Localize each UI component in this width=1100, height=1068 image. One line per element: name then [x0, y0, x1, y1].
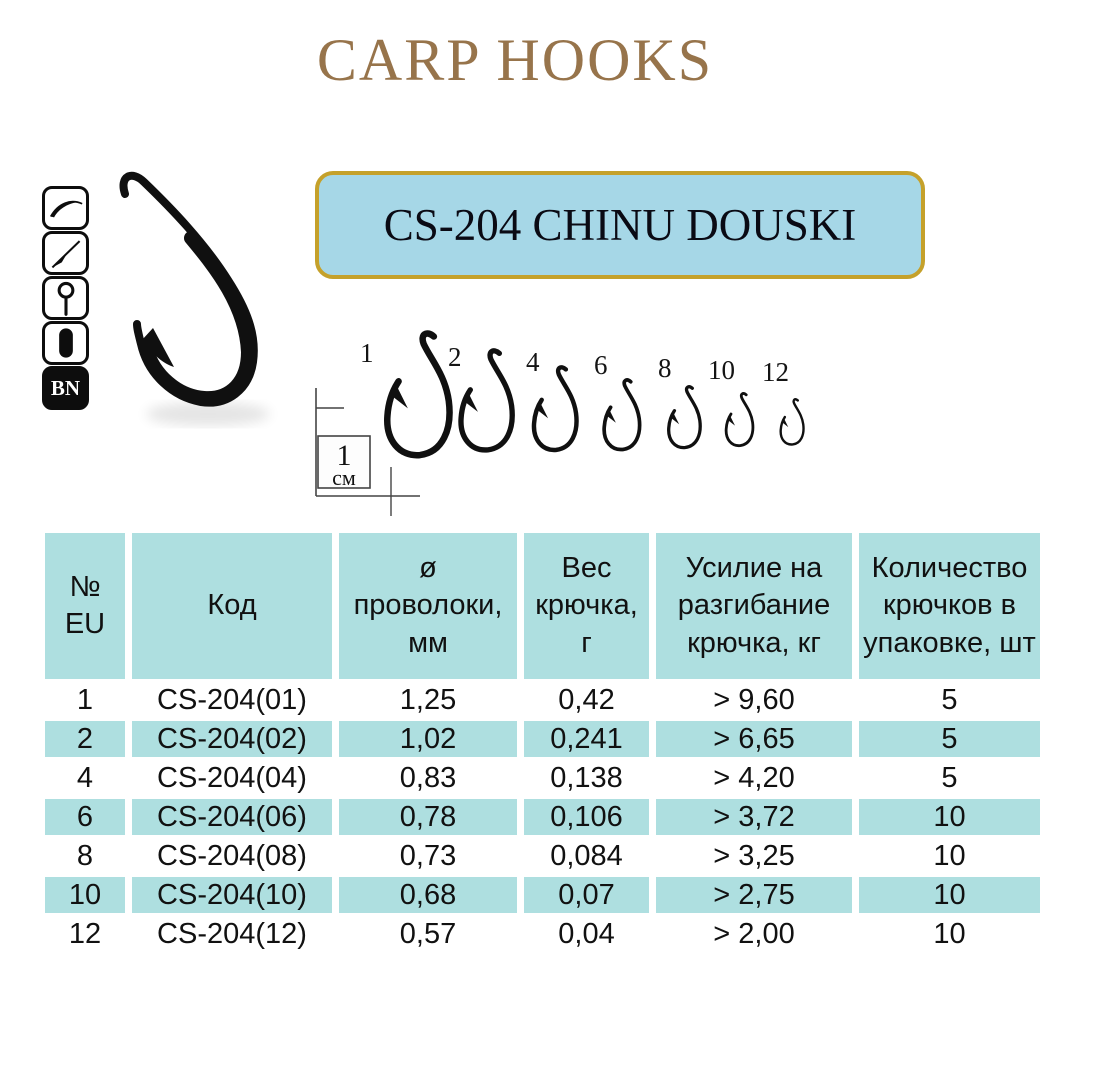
size-label: 10	[708, 355, 735, 385]
size-label: 2	[448, 342, 462, 372]
cell-weight: 0,42	[524, 682, 649, 718]
cell-code: CS-204(01)	[132, 682, 332, 718]
scale-ruler: 1 см	[315, 388, 420, 516]
cell-weight: 0,04	[524, 916, 649, 952]
table-row: 6 CS-204(06) 0,78 0,106 > 3,72 10	[45, 799, 1040, 835]
cell-weight: 0,084	[524, 838, 649, 874]
header-qty-per-pack: Количество крючков в упаковке, шт	[859, 533, 1040, 679]
header-number-eu: № EU	[45, 533, 125, 679]
header-code: Код	[132, 533, 332, 679]
cell-code: CS-204(06)	[132, 799, 332, 835]
cell-weight: 0,138	[524, 760, 649, 796]
cell-qty: 10	[859, 877, 1040, 913]
cell-code: CS-204(12)	[132, 916, 332, 952]
cell-qty: 5	[859, 721, 1040, 757]
size-label: 8	[658, 353, 672, 383]
header-bend-force: Усилие на разгибание крючка, кг	[656, 533, 852, 679]
feature-icon-column: BN	[42, 186, 90, 411]
cell-code: CS-204(08)	[132, 838, 332, 874]
curved-point-icon	[42, 186, 89, 230]
cell-force: > 9,60	[656, 682, 852, 718]
size-label: 6	[594, 350, 608, 380]
hook-illustration	[455, 348, 520, 462]
cell-wire: 1,02	[339, 721, 517, 757]
hook-illustration	[724, 392, 755, 448]
cell-qty: 10	[859, 838, 1040, 874]
product-badge: CS-204 CHINU DOUSKI	[315, 171, 925, 279]
cell-wire: 0,57	[339, 916, 517, 952]
cell-wire: 0,83	[339, 760, 517, 796]
cell-weight: 0,241	[524, 721, 649, 757]
forged-wire-icon	[42, 321, 89, 365]
hook-illustration	[779, 398, 805, 446]
table-row: 8 CS-204(08) 0,73 0,084 > 3,25 10	[45, 838, 1040, 874]
spec-table: № EU Код ø проволоки, мм Вес крючка, г У…	[38, 530, 1047, 955]
black-nickel-icon: BN	[42, 366, 89, 410]
cell-force: > 2,00	[656, 916, 852, 952]
scale-unit: см	[332, 465, 356, 490]
page-title: CARP HOOKS	[316, 27, 714, 93]
size-label: 1	[360, 338, 374, 368]
table-row: 4 CS-204(04) 0,83 0,138 > 4,20 5	[45, 760, 1040, 796]
ringed-eye-icon	[42, 276, 89, 320]
scale-value: 1	[337, 439, 352, 472]
cell-force: > 3,25	[656, 838, 852, 874]
cell-code: CS-204(10)	[132, 877, 332, 913]
size-label: 12	[762, 357, 789, 387]
cell-wire: 0,73	[339, 838, 517, 874]
header-hook-weight: Вес крючка, г	[524, 533, 649, 679]
hook-illustration	[529, 365, 583, 460]
cell-number: 8	[45, 838, 125, 874]
cell-wire: 1,25	[339, 682, 517, 718]
table-row: 2 CS-204(02) 1,02 0,241 > 6,65 5	[45, 721, 1040, 757]
cell-qty: 10	[859, 916, 1040, 952]
header-wire-diameter: ø проволоки, мм	[339, 533, 517, 679]
cell-qty: 10	[859, 799, 1040, 835]
cell-force: > 3,72	[656, 799, 852, 835]
cell-force: > 2,75	[656, 877, 852, 913]
big-hook-image	[119, 171, 270, 426]
cell-weight: 0,07	[524, 877, 649, 913]
cell-force: > 6,65	[656, 721, 852, 757]
straight-point-icon	[42, 231, 89, 275]
cell-wire: 0,68	[339, 877, 517, 913]
size-label: 4	[526, 347, 540, 377]
cell-weight: 0,106	[524, 799, 649, 835]
table-row: 1 CS-204(01) 1,25 0,42 > 9,60 5	[45, 682, 1040, 718]
hook-illustration	[667, 385, 702, 450]
cell-number: 1	[45, 682, 125, 718]
cell-number: 10	[45, 877, 125, 913]
cell-code: CS-204(04)	[132, 760, 332, 796]
cell-number: 2	[45, 721, 125, 757]
table-row: 10 CS-204(10) 0,68 0,07 > 2,75 10	[45, 877, 1040, 913]
table-header-row: № EU Код ø проволоки, мм Вес крючка, г У…	[45, 533, 1040, 679]
cell-code: CS-204(02)	[132, 721, 332, 757]
cell-number: 12	[45, 916, 125, 952]
cell-qty: 5	[859, 760, 1040, 796]
cell-force: > 4,20	[656, 760, 852, 796]
cell-qty: 5	[859, 682, 1040, 718]
cell-number: 6	[45, 799, 125, 835]
table-row: 12 CS-204(12) 0,57 0,04 > 2,00 10	[45, 916, 1040, 952]
cell-number: 4	[45, 760, 125, 796]
hook-illustration	[602, 378, 642, 452]
cell-wire: 0,78	[339, 799, 517, 835]
